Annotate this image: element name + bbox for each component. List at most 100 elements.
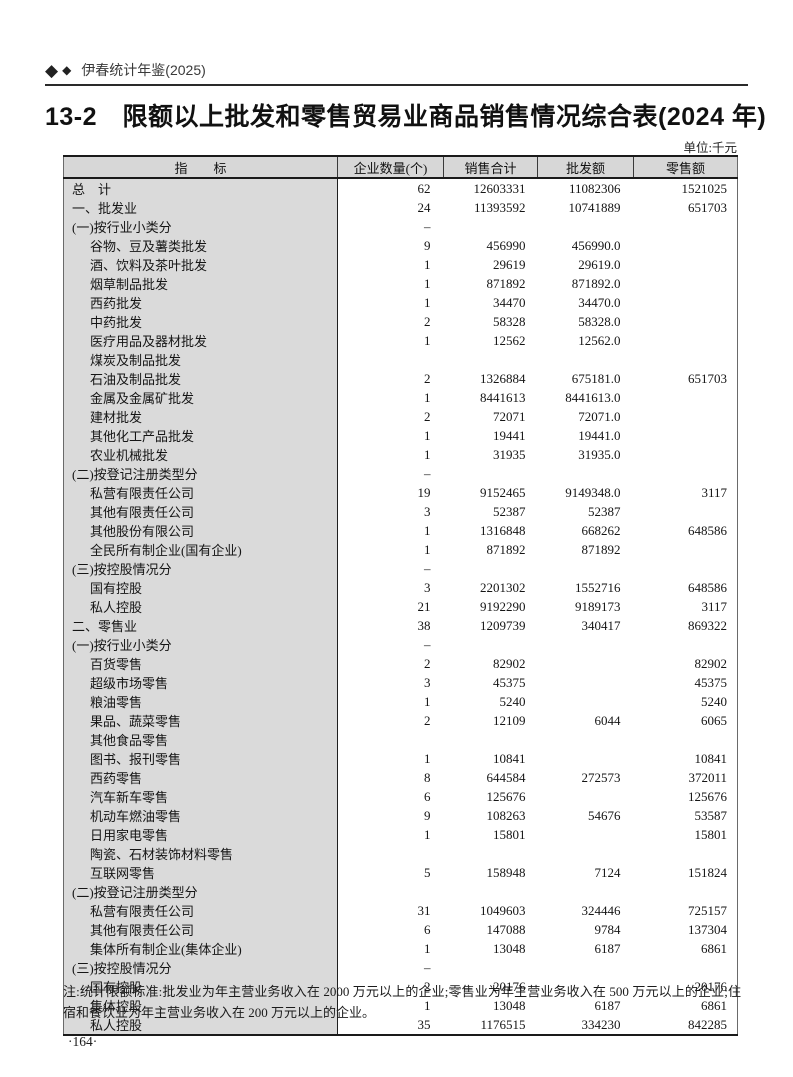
row-value-cell: 147088 bbox=[486, 921, 526, 937]
row-value-cell: 12562 bbox=[493, 332, 526, 348]
row-value-cell: 871892 bbox=[486, 275, 526, 291]
row-value-cell: – bbox=[424, 218, 431, 234]
table-row: 谷物、豆及薯类批发 9 456990 456990.0 bbox=[63, 236, 738, 255]
column-header-total-sales: 销售合计 bbox=[443, 156, 538, 179]
row-value-cell: 2 bbox=[424, 712, 431, 728]
row-value-cell bbox=[444, 882, 538, 901]
row-value-cell: 3 bbox=[424, 503, 431, 519]
row-value-cell: 10841 bbox=[493, 750, 526, 766]
table-row: (一)按行业小类分 – bbox=[63, 217, 738, 236]
row-value-cell: 19441.0 bbox=[578, 427, 621, 443]
row-indicator-label: 总 计 bbox=[63, 178, 338, 198]
row-value-cell: 58328 bbox=[493, 313, 526, 329]
table-row: 中药批发 2 58328 58328.0 bbox=[63, 312, 738, 331]
table-row: 一、批发业 24 11393592 10741889 651703 bbox=[63, 198, 738, 217]
row-value-cell: 842285 bbox=[688, 1016, 727, 1032]
table-row: 建材批发 2 72071 72071.0 bbox=[63, 407, 738, 426]
row-value-cell: 9 bbox=[424, 807, 431, 823]
diamond-small-icon: ◆ bbox=[62, 63, 72, 77]
row-value-cell: 6861 bbox=[701, 997, 727, 1013]
row-value-cell bbox=[634, 540, 738, 559]
table-row: 农业机械批发 1 31935 31935.0 bbox=[63, 445, 738, 464]
row-value-cell: 648586 bbox=[688, 579, 727, 595]
row-value-cell bbox=[634, 217, 738, 236]
row-value-cell: 5240 bbox=[701, 693, 727, 709]
row-value-cell: 151824 bbox=[688, 864, 727, 880]
table-row: 石油及制品批发 2 1326884 675181.0 651703 bbox=[63, 369, 738, 388]
row-value-cell bbox=[634, 312, 738, 331]
row-indicator-label: (一)按行业小类分 bbox=[63, 217, 338, 236]
row-value-cell: 19 bbox=[417, 484, 431, 500]
row-value-cell bbox=[634, 407, 738, 426]
row-value-cell: 1 bbox=[424, 294, 431, 310]
row-value-cell: 20176 bbox=[694, 978, 728, 994]
table-row: 汽车新车零售 6 125676 125676 bbox=[63, 787, 738, 806]
row-value-cell: 29619 bbox=[493, 256, 526, 272]
row-value-cell bbox=[444, 464, 538, 483]
row-value-cell: 29619.0 bbox=[578, 256, 621, 272]
table-row: 西药零售 8 644584 272573 372011 bbox=[63, 768, 738, 787]
row-value-cell: 1 bbox=[424, 750, 431, 766]
row-value-cell: 2 bbox=[424, 370, 431, 386]
row-value-cell bbox=[634, 559, 738, 578]
diamond-large-icon: ◆ bbox=[45, 60, 59, 80]
table-row: (一)按行业小类分 – bbox=[63, 635, 738, 654]
footnote: 注:统计限额标准:批发业为年主营业务收入在 2000 万元以上的企业;零售业为年… bbox=[63, 984, 741, 1020]
row-value-cell: 34470.0 bbox=[578, 294, 621, 310]
row-value-cell bbox=[338, 844, 444, 863]
row-value-cell: 6 bbox=[424, 788, 431, 804]
row-value-cell bbox=[634, 274, 738, 293]
row-indicator-label: 集体控股 bbox=[63, 996, 338, 1015]
row-value-cell: 1 bbox=[424, 693, 431, 709]
table-row: 医疗用品及器材批发 1 12562 12562.0 bbox=[63, 331, 738, 350]
row-value-cell: 6065 bbox=[701, 712, 727, 728]
row-value-cell: 869322 bbox=[688, 617, 727, 633]
table-row: 国有控股 3 2201302 1552716 648586 bbox=[63, 578, 738, 597]
table-row: 二、零售业 38 1209739 340417 869322 bbox=[63, 616, 738, 635]
row-value-cell bbox=[338, 882, 444, 901]
row-value-cell: 372011 bbox=[688, 769, 727, 785]
row-value-cell: 9 bbox=[424, 237, 431, 253]
row-value-cell bbox=[338, 730, 444, 749]
row-value-cell bbox=[634, 255, 738, 274]
row-value-cell: 158948 bbox=[486, 864, 526, 880]
table-row: 粮油零售 1 5240 5240 bbox=[63, 692, 738, 711]
row-indicator-label: 中药批发 bbox=[63, 312, 338, 331]
row-value-cell: 5 bbox=[424, 864, 431, 880]
row-indicator-label: 日用家电零售 bbox=[63, 825, 338, 844]
row-value-cell: 82902 bbox=[694, 655, 728, 671]
row-value-cell: 3117 bbox=[701, 484, 727, 500]
row-value-cell: 108263 bbox=[486, 807, 526, 823]
row-indicator-label: 建材批发 bbox=[63, 407, 338, 426]
row-value-cell: 12603331 bbox=[473, 180, 526, 196]
row-indicator-label: (三)按控股情况分 bbox=[63, 958, 338, 977]
unit-label: 单位:千元 bbox=[683, 141, 737, 155]
row-value-cell: 5240 bbox=[499, 693, 526, 709]
row-value-cell: 725157 bbox=[688, 902, 727, 918]
row-value-cell bbox=[538, 882, 634, 901]
row-value-cell: 12562.0 bbox=[578, 332, 621, 348]
row-value-cell bbox=[538, 749, 634, 768]
row-value-cell: 9192290 bbox=[480, 598, 526, 614]
row-value-cell: 9189173 bbox=[575, 598, 621, 614]
row-value-cell: 34470 bbox=[493, 294, 526, 310]
row-indicator-label: 二、零售业 bbox=[63, 616, 338, 635]
row-indicator-label: 机动车燃油零售 bbox=[63, 806, 338, 825]
row-value-cell bbox=[634, 331, 738, 350]
row-indicator-label: 互联网零售 bbox=[63, 863, 338, 882]
row-indicator-label: 集体所有制企业(集体企业) bbox=[63, 939, 338, 958]
row-value-cell bbox=[538, 844, 634, 863]
row-indicator-label: 私人控股 bbox=[63, 1015, 338, 1035]
row-value-cell: 6187 bbox=[594, 997, 621, 1013]
row-value-cell bbox=[538, 350, 634, 369]
row-value-cell bbox=[444, 217, 538, 236]
row-value-cell bbox=[634, 388, 738, 407]
row-value-cell bbox=[538, 730, 634, 749]
row-indicator-label: 谷物、豆及薯类批发 bbox=[63, 236, 338, 255]
row-value-cell: 2 bbox=[424, 978, 431, 994]
row-indicator-label: 私营有限责任公司 bbox=[63, 483, 338, 502]
row-value-cell: – bbox=[424, 636, 431, 652]
row-value-cell: 1 bbox=[424, 256, 431, 272]
row-value-cell: 52387 bbox=[588, 503, 621, 519]
row-value-cell: 1316848 bbox=[480, 522, 526, 538]
